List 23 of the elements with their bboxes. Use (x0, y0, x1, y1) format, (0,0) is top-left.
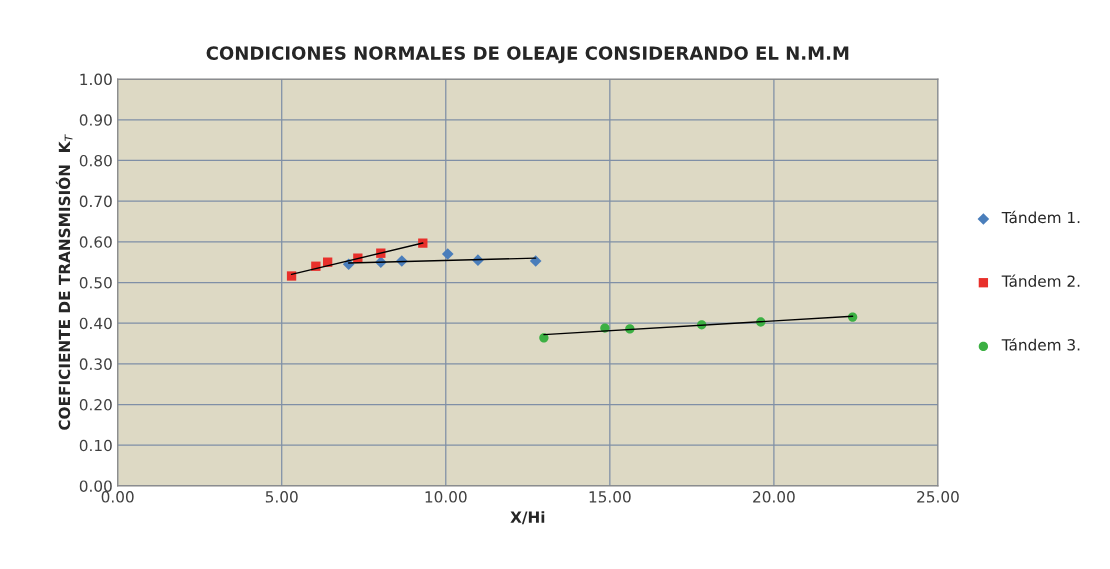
legend-label: Tándem 1. (1001, 210, 1080, 224)
x-tick-label: 5.00 (265, 491, 298, 503)
y-tick-label: 0.90 (79, 114, 112, 126)
y-tick-label: 0.10 (79, 439, 112, 452)
y-tick-label: 0.80 (79, 154, 112, 167)
x-tick-label: 20.00 (753, 491, 795, 503)
y-tick-label: 0.30 (79, 358, 112, 370)
y-tick-label: 0.20 (79, 399, 112, 411)
x-axis-title: X/Hi (510, 511, 545, 525)
x-tick-label: 15.00 (589, 491, 631, 503)
y-tick-label: 1.00 (80, 73, 112, 86)
legend-label: Tándem 2. (1001, 274, 1080, 287)
y-axis-title: COEFICIENTE DE TRANSMISIÓN K$_{T}$ (55, 134, 73, 430)
y-tick-label: 0.00 (79, 480, 112, 492)
legend-label: Tándem 3. (1001, 338, 1080, 351)
x-tick-label: 10.00 (425, 491, 467, 503)
x-tick-label: 0.00 (101, 491, 134, 503)
x-tick-label: 25.00 (917, 491, 959, 503)
y-tick-label: 0.50 (79, 276, 112, 289)
y-tick-label: 0.40 (79, 317, 112, 330)
y-tick-label: 0.70 (79, 195, 112, 208)
y-tick-label: 0.60 (79, 236, 112, 248)
chart-title: CONDICIONES NORMALES DE OLEAJE CONSIDERANDO EL N.M.M (206, 46, 849, 64)
